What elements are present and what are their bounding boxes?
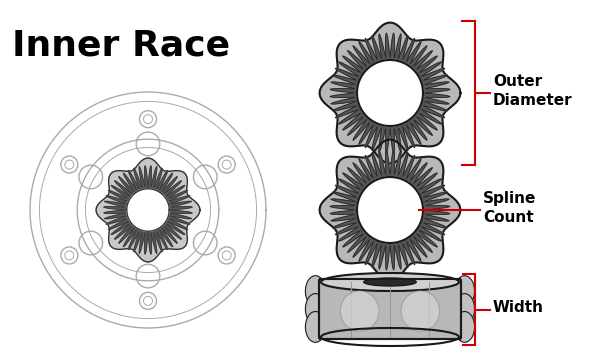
Polygon shape (357, 60, 423, 126)
Ellipse shape (340, 291, 379, 331)
Polygon shape (104, 166, 192, 254)
Polygon shape (330, 33, 450, 153)
Polygon shape (330, 150, 450, 270)
Text: Width: Width (493, 300, 544, 315)
Polygon shape (127, 189, 169, 231)
Ellipse shape (455, 294, 475, 324)
Ellipse shape (305, 311, 325, 342)
Ellipse shape (305, 294, 325, 324)
Ellipse shape (455, 311, 475, 342)
Ellipse shape (305, 276, 325, 306)
Ellipse shape (455, 276, 475, 306)
Polygon shape (96, 158, 200, 262)
Polygon shape (357, 177, 423, 243)
Polygon shape (320, 140, 460, 280)
Text: Outer
Diameter: Outer Diameter (493, 74, 572, 108)
Ellipse shape (401, 291, 440, 331)
Ellipse shape (364, 278, 416, 286)
FancyBboxPatch shape (319, 279, 461, 339)
Ellipse shape (321, 273, 459, 291)
Polygon shape (320, 23, 460, 163)
Text: Inner Race: Inner Race (12, 28, 230, 62)
Text: Spline
Count: Spline Count (483, 191, 536, 225)
